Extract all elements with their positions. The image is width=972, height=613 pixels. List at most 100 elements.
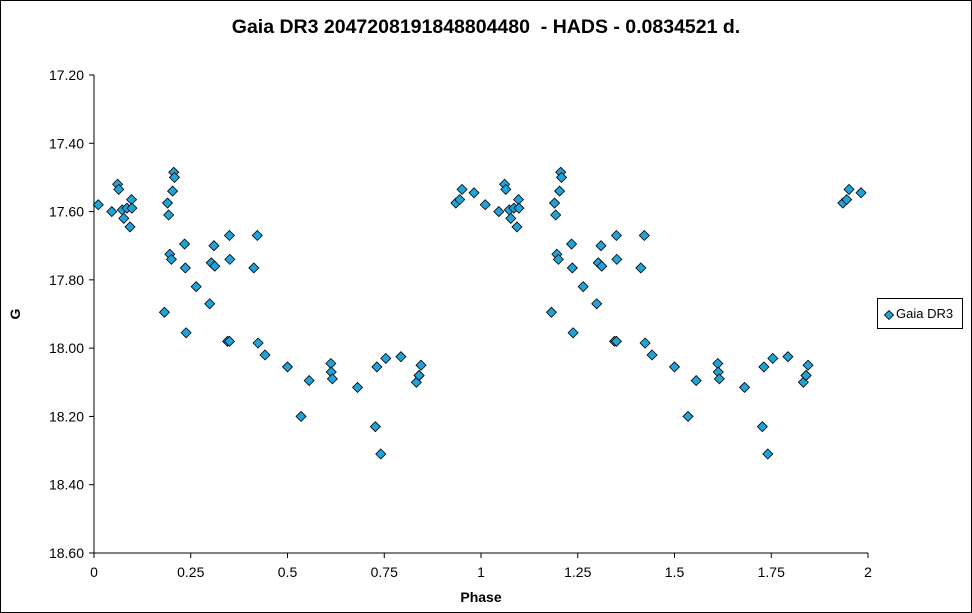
data-point: [326, 373, 338, 385]
data-point: [204, 298, 216, 310]
chart-title: Gaia DR3 2047208191848804480 - HADS - 0.…: [231, 16, 741, 38]
y-tick-label: 17.80: [49, 272, 84, 288]
data-point: [209, 260, 221, 272]
y-tick-label: 17.20: [49, 67, 84, 83]
data-point: [513, 202, 525, 214]
y-tick-label: 18.40: [49, 477, 84, 493]
data-point: [223, 229, 236, 242]
data-point: [577, 281, 589, 293]
data-point: [124, 221, 136, 233]
data-point: [611, 253, 623, 265]
data-point: [454, 194, 466, 206]
data-point: [500, 183, 512, 195]
data-point: [639, 337, 651, 349]
data-point: [118, 212, 130, 224]
data-point: [375, 448, 387, 460]
y-tick-label: 17.60: [49, 204, 84, 220]
data-point: [762, 448, 774, 460]
x-axis-title: Phase: [460, 589, 501, 605]
data-point: [758, 361, 770, 373]
data-point: [126, 202, 138, 214]
data-point: [756, 421, 768, 433]
data-point: [413, 369, 425, 382]
data-point: [596, 260, 608, 272]
data-point: [782, 351, 794, 363]
series-gaia-dr3: [92, 166, 867, 460]
data-point: [555, 171, 568, 183]
data-point: [553, 185, 566, 197]
data-point: [610, 229, 623, 242]
data-point: [179, 262, 191, 274]
data-point: [610, 335, 623, 347]
legend-marker-icon: [884, 310, 894, 320]
data-point: [92, 199, 104, 211]
data-point: [767, 352, 779, 364]
y-tick-label: 18.20: [49, 408, 84, 424]
data-point: [843, 183, 855, 195]
data-point: [552, 253, 564, 265]
data-point: [638, 229, 650, 242]
data-point: [595, 240, 607, 252]
data-point: [493, 206, 505, 218]
data-point: [635, 262, 647, 274]
data-point: [259, 349, 271, 361]
data-point: [545, 306, 557, 318]
data-point: [380, 352, 392, 364]
legend: Gaia DR3: [877, 298, 963, 329]
data-point: [208, 240, 220, 252]
data-point: [713, 373, 725, 385]
data-point: [248, 262, 260, 274]
x-tick-label: 0.25: [177, 564, 204, 580]
data-point: [646, 349, 658, 361]
data-point: [800, 369, 812, 382]
data-point: [591, 298, 603, 310]
x-tick-label: 0.5: [278, 564, 298, 580]
data-point: [415, 359, 427, 371]
legend-label: Gaia DR3: [896, 306, 954, 321]
data-point: [251, 229, 263, 242]
data-point: [802, 359, 814, 371]
data-point: [223, 335, 236, 347]
data-point: [468, 187, 480, 199]
data-point: [505, 212, 517, 224]
data-point: [163, 209, 175, 221]
x-tick-label: 2: [864, 564, 872, 580]
plot-background: [94, 75, 868, 553]
data-point: [158, 306, 170, 318]
data-point: [178, 238, 191, 250]
x-axis: 0 0.25 0.5 0.75 1 1.25 1.5 1.75 2: [90, 553, 872, 580]
data-point: [682, 410, 694, 422]
x-tick-label: 1.75: [758, 564, 785, 580]
data-point: [161, 197, 174, 209]
data-point: [190, 281, 202, 293]
x-tick-label: 0.75: [371, 564, 398, 580]
y-axis-title: G: [7, 308, 23, 319]
data-point: [855, 187, 867, 199]
y-tick-label: 18.60: [49, 545, 84, 561]
data-point: [168, 171, 181, 183]
x-tick-label: 0: [90, 564, 98, 580]
y-tick-label: 18.00: [49, 340, 84, 356]
data-point: [668, 361, 681, 373]
data-point: [166, 185, 179, 197]
data-point: [511, 221, 523, 233]
data-point: [252, 337, 264, 349]
data-point: [456, 183, 468, 195]
data-point: [841, 194, 853, 206]
data-point: [351, 381, 364, 393]
data-point: [295, 410, 307, 422]
x-tick-label: 1: [477, 564, 485, 580]
data-point: [224, 253, 236, 265]
plot-area: [93, 75, 868, 554]
data-point: [303, 375, 315, 387]
data-point: [479, 199, 491, 211]
data-point: [180, 327, 192, 339]
y-tick-label: 17.40: [49, 135, 84, 151]
data-point: [738, 381, 751, 393]
data-point: [567, 327, 579, 339]
x-tick-label: 1.25: [564, 564, 591, 580]
x-tick-label: 1.5: [665, 564, 685, 580]
data-point: [165, 253, 177, 265]
data-point: [395, 351, 407, 363]
